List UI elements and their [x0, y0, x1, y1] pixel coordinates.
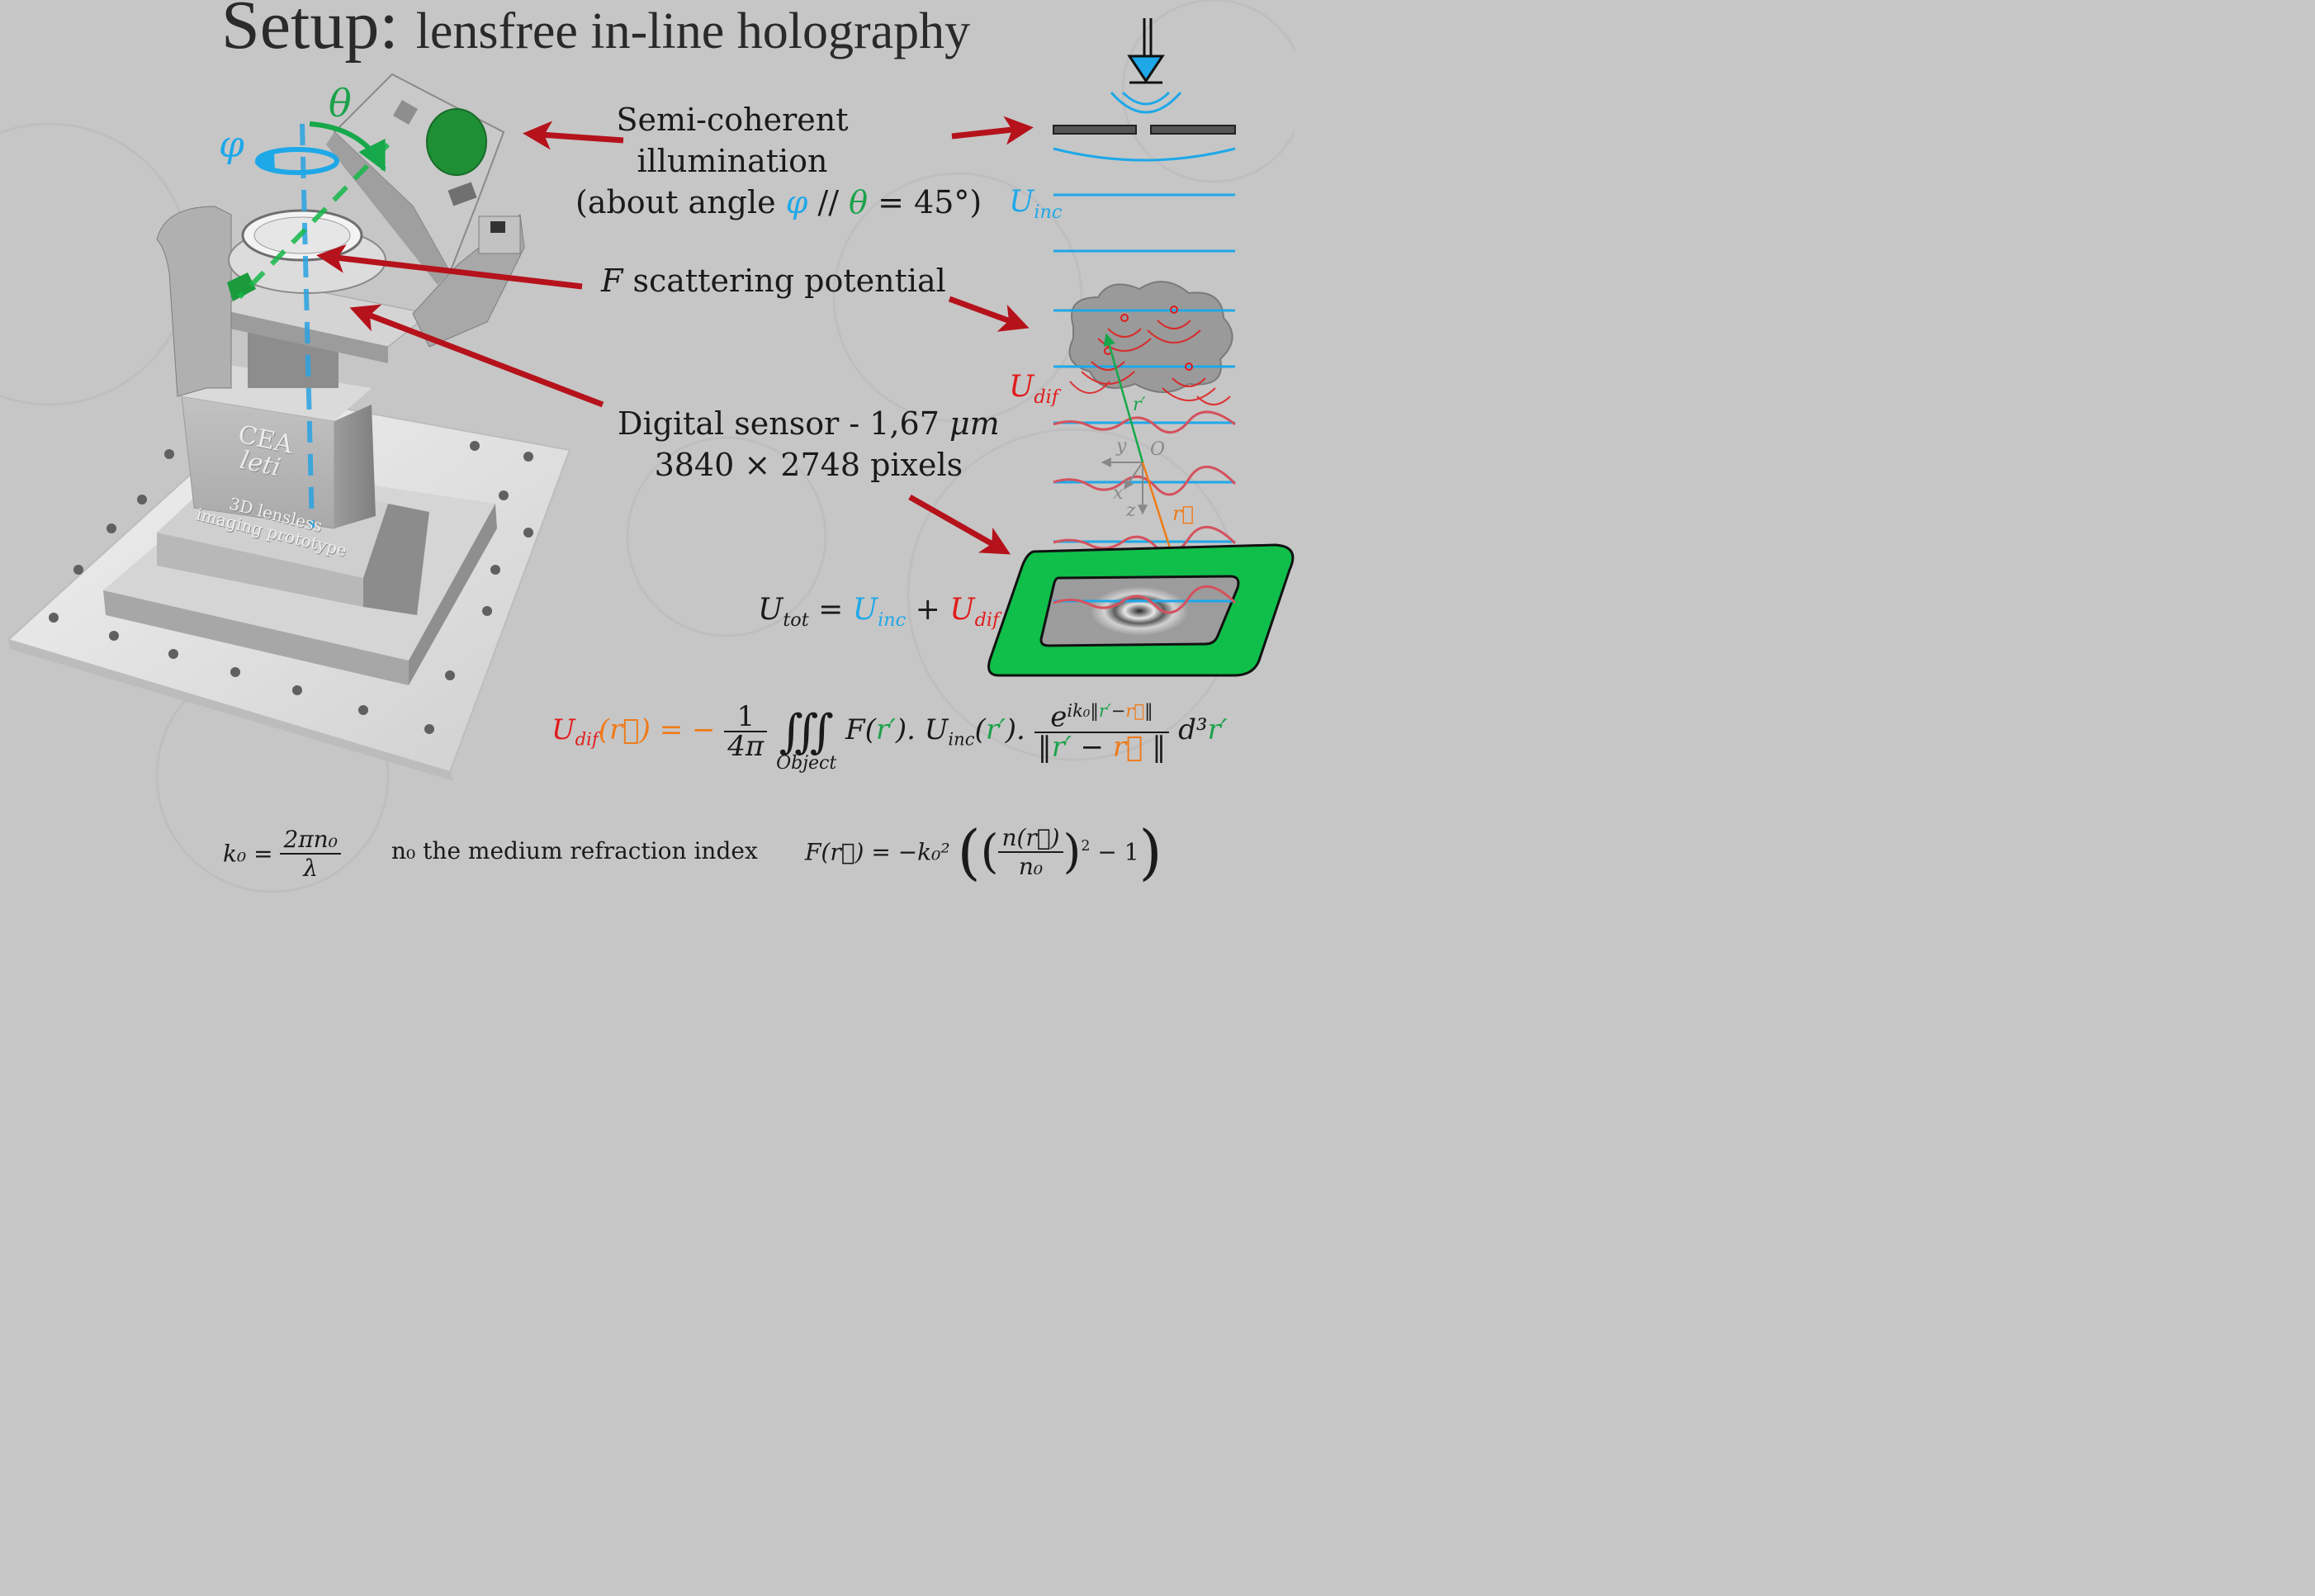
illumination-chip [392, 99, 419, 126]
illumination-module-side [326, 132, 450, 285]
base-plate-side [8, 640, 454, 781]
holography-diagram [987, 18, 1295, 677]
u-dif-label: Udif [1009, 370, 1059, 408]
arrow-illum-right [951, 116, 1034, 145]
phi-arrowhead [254, 151, 275, 173]
scattered-wavelets [1069, 320, 1231, 405]
arrow-scatter-left [316, 244, 583, 290]
r-label: r⃗ [1172, 502, 1194, 525]
vector-r-prime [1103, 333, 1144, 463]
main-block-right [334, 405, 376, 528]
hologram [1090, 586, 1189, 636]
led-disk [426, 108, 487, 176]
axis-o-label: O [1150, 439, 1166, 460]
pinhole-plate-right [1150, 125, 1236, 135]
sensor-red-line [1053, 585, 1237, 614]
setup-graphic [0, 0, 1295, 893]
lower-stage-side [103, 590, 409, 685]
sensor-label: Digital sensor - 1,67 μm 3840 × 2748 pix… [618, 403, 1000, 485]
sensor-line1: Digital sensor - 1,67 μm [618, 405, 1000, 442]
scattering-label: F scattering potential [601, 263, 946, 299]
title-main: Setup: [221, 0, 399, 64]
arrow-illum-left [523, 121, 624, 150]
illumination-line2: illumination [637, 143, 828, 179]
illumination-line1: Semi-coherent [616, 102, 849, 138]
prototype-brand: CEA leti [230, 420, 295, 483]
slide-title: Setup: lensfree in-line holography [221, 0, 970, 65]
u-inc-label: Uinc [1009, 185, 1063, 223]
title-sub: lensfree in-line holography [415, 3, 971, 59]
f-definition: F(r⃗) = −k₀² ((n(r⃗) n₀)2 − 1) [805, 817, 1162, 887]
axis-x-label: x [1113, 483, 1124, 504]
u-tot-equation: Utot = Uinc + Udif [758, 593, 1000, 631]
prototype-device [7, 73, 571, 781]
source-triangle [1127, 54, 1165, 83]
illumination-chip-2 [447, 182, 477, 206]
arrow-sensor-right [908, 494, 1011, 555]
sensor-line2: 3840 × 2748 pixels [654, 447, 963, 483]
total-field [1053, 410, 1237, 555]
axis-y-label: y [1116, 436, 1127, 457]
pedestal-right [363, 504, 429, 615]
theta-arc [309, 121, 386, 173]
pinhole-plate-left [1053, 125, 1137, 135]
k0-definition: k₀ = 2πn₀ λ [223, 826, 341, 882]
axis-x [1124, 462, 1143, 490]
sensor-board [227, 272, 256, 301]
r-prime-label: r′ [1133, 395, 1146, 415]
object-cloud [1068, 281, 1233, 393]
slide: Setup: lensfree in-line holography [0, 0, 1295, 893]
illumination-label: Semi-coherent illumination (about angle … [575, 99, 982, 223]
integral-equation: Udif(r⃗) = − 1 4π ∭ Object F(r′). Uinc(r′… [552, 700, 1228, 774]
eq-fraction-one: 1 4π [724, 703, 768, 760]
upper-stage-side [219, 310, 388, 363]
eq-fraction-exp: eik₀‖r′−r⃗‖ ‖r′ − r⃗ ‖ [1034, 702, 1170, 761]
pointer-arrows [316, 116, 1034, 555]
optical-axis [300, 123, 315, 529]
theta-label: θ [329, 81, 352, 126]
illumination-angle: (about angle φ // θ = 45°) [575, 184, 982, 220]
lower-stage-side-r [409, 504, 497, 685]
arrow-sensor-left [349, 304, 604, 408]
wavefront-2 [1110, 92, 1182, 114]
triple-integral: ∭ Object [776, 705, 837, 774]
arrow-scatter-right [948, 296, 1030, 332]
pedestal-front [157, 533, 363, 607]
c-arm-joint-hole [490, 221, 505, 233]
wavefront-3 [1053, 147, 1236, 162]
c-arm [156, 206, 232, 397]
axis-z-label: z [1126, 500, 1136, 521]
n0-note: n₀ the medium refraction index [391, 837, 758, 864]
wavefront-1 [1121, 91, 1171, 106]
phi-label: φ [219, 124, 244, 166]
